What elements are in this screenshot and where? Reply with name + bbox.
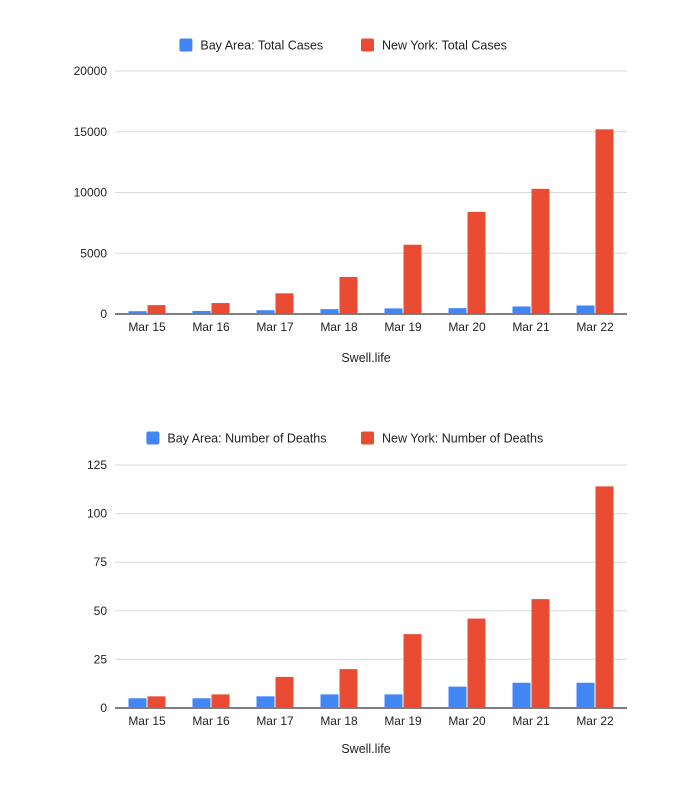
bar xyxy=(384,694,403,708)
bar xyxy=(128,698,147,708)
x-tick-label: Mar 19 xyxy=(384,714,422,728)
bar xyxy=(256,310,275,314)
y-tick-label: 100 xyxy=(87,507,107,521)
y-tick-label: 25 xyxy=(94,652,108,666)
bar xyxy=(211,303,230,314)
x-tick-label: Mar 18 xyxy=(320,320,358,334)
bar xyxy=(339,276,358,314)
bar xyxy=(403,244,422,314)
bar xyxy=(384,308,403,314)
bar xyxy=(275,293,294,314)
bar xyxy=(531,599,550,708)
x-tick-label: Mar 19 xyxy=(384,320,422,334)
x-tick-label: Mar 20 xyxy=(448,320,486,334)
x-tick-label: Mar 22 xyxy=(576,714,614,728)
x-axis-title: Swell.life xyxy=(341,351,390,365)
bar xyxy=(595,486,614,708)
bar xyxy=(128,311,147,314)
legend: Bay Area: Number of Deaths New York: Numb… xyxy=(146,431,543,446)
x-tick-label: Mar 15 xyxy=(128,714,166,728)
x-tick-label: Mar 16 xyxy=(192,714,230,728)
bar xyxy=(192,698,211,708)
bar xyxy=(147,305,166,314)
bar xyxy=(512,306,531,314)
bar xyxy=(448,686,467,708)
bar xyxy=(448,308,467,314)
x-tick-label: Mar 22 xyxy=(576,320,614,334)
y-tick-label: 0 xyxy=(100,701,107,715)
bar xyxy=(320,309,339,314)
y-tick-label: 125 xyxy=(87,458,107,472)
bar xyxy=(531,188,550,314)
y-tick-label: 50 xyxy=(94,604,108,618)
x-tick-label: Mar 15 xyxy=(128,320,166,334)
bar xyxy=(211,694,230,708)
bar xyxy=(320,694,339,708)
bar xyxy=(339,669,358,708)
bar xyxy=(467,618,486,708)
legend: Bay Area: Total Cases New York: Total Cas… xyxy=(179,38,507,53)
chart-2: 0 25 50 75 100 125 Mar 15 Mar 16 Mar 17 Mar 18 Mar… xyxy=(87,431,627,756)
bar xyxy=(403,634,422,708)
x-tick-label: Mar 20 xyxy=(448,714,486,728)
legend-swatch xyxy=(179,38,193,52)
y-tick-label: 0 xyxy=(100,307,107,321)
bar xyxy=(192,310,211,314)
bar xyxy=(147,696,166,708)
y-tick-label: 10000 xyxy=(74,186,108,200)
chart-1: 0 5000 10000 15000 20000 Mar 15 Mar 16 Mar 17 Ma… xyxy=(74,38,627,365)
y-tick-label: 75 xyxy=(94,555,108,569)
legend-label: New York: Total Cases xyxy=(382,39,507,53)
legend-label: Bay Area: Total Cases xyxy=(200,39,323,53)
x-tick-label: Mar 18 xyxy=(320,714,358,728)
legend-label: New York: Number of Deaths xyxy=(382,432,543,446)
legend-label: Bay Area: Number of Deaths xyxy=(167,432,326,446)
y-tick-label: 5000 xyxy=(80,246,107,260)
legend-swatch xyxy=(361,38,374,52)
legend-swatch xyxy=(146,431,160,445)
legend-swatch xyxy=(361,431,374,445)
bar xyxy=(512,682,531,708)
x-tick-label: Mar 21 xyxy=(512,714,550,728)
bar xyxy=(467,211,486,314)
x-tick-label: Mar 16 xyxy=(192,320,230,334)
y-tick-label: 15000 xyxy=(74,125,108,139)
x-axis-title: Swell.life xyxy=(341,742,390,756)
x-tick-label: Mar 17 xyxy=(256,714,294,728)
bar xyxy=(595,129,614,314)
bar xyxy=(275,676,294,708)
x-tick-label: Mar 17 xyxy=(256,320,294,334)
bar xyxy=(256,696,275,708)
x-tick-label: Mar 21 xyxy=(512,320,550,334)
y-tick-label: 20000 xyxy=(74,64,108,78)
bar xyxy=(576,682,595,708)
bar xyxy=(576,305,595,314)
